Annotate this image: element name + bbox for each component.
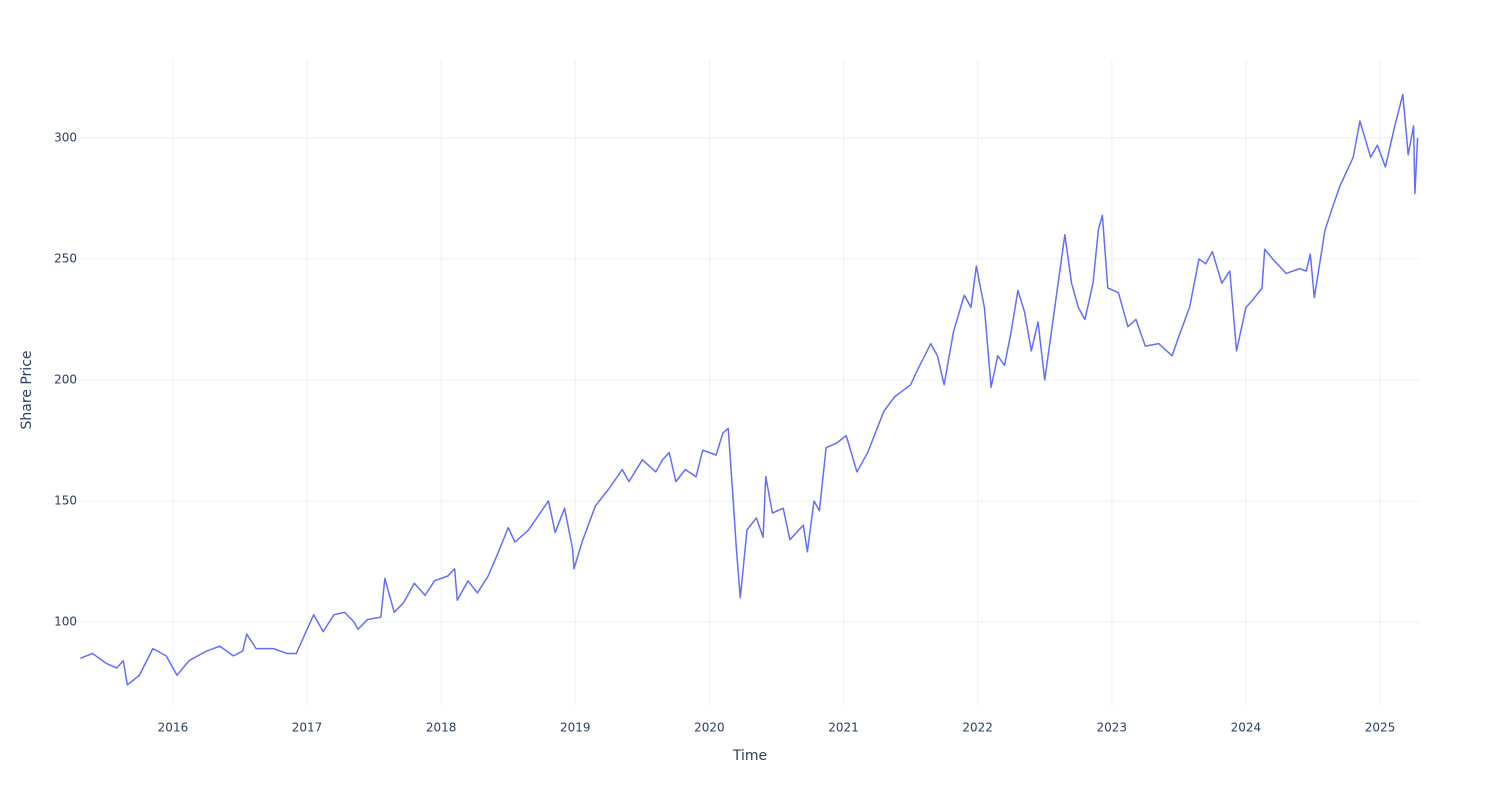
- x-tick-label: 2022: [962, 721, 993, 735]
- x-tick-label: 2025: [1365, 721, 1396, 735]
- x-tick-label: 2021: [828, 721, 859, 735]
- x-tick-label: 2018: [426, 721, 457, 735]
- x-tick-label: 2020: [694, 721, 725, 735]
- x-tick-label: 2023: [1097, 721, 1128, 735]
- x-tick-label: 2017: [292, 721, 323, 735]
- x-tick-label: 2019: [560, 721, 591, 735]
- y-tick-label: 150: [54, 493, 77, 507]
- y-tick-label: 300: [54, 130, 77, 144]
- y-tick-label: 250: [54, 251, 77, 265]
- x-axis-title: Time: [732, 748, 767, 764]
- y-tick-label: 200: [54, 372, 77, 386]
- x-tick-label: 2024: [1231, 721, 1262, 735]
- x-tick-label: 2016: [158, 721, 189, 735]
- y-axis-title: Share Price: [19, 350, 35, 429]
- y-tick-label: 100: [54, 614, 77, 628]
- price-line: [80, 93, 1419, 686]
